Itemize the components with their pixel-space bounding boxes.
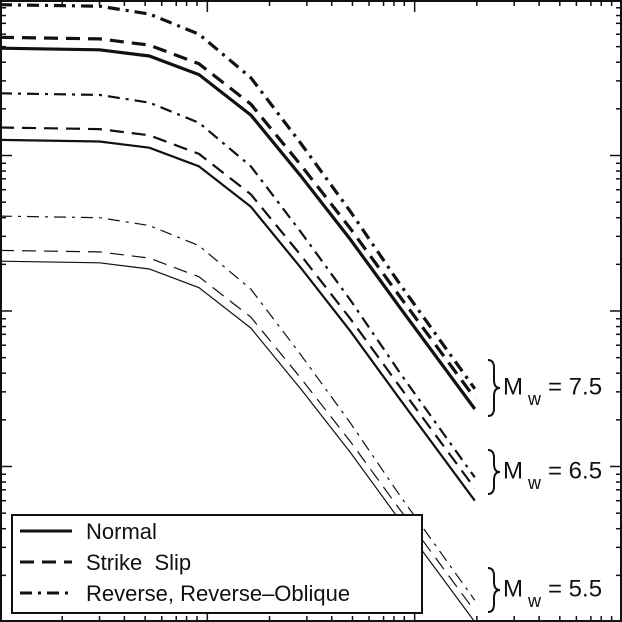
legend-box — [11, 514, 423, 614]
series-line — [0, 260, 476, 622]
brace — [487, 359, 501, 417]
annotation-text: = 7.5 — [548, 373, 602, 400]
series-line — [0, 35, 477, 400]
brace — [487, 449, 501, 495]
series-line — [0, 92, 476, 479]
legend-label: Strike Slip — [86, 550, 191, 575]
series-line — [0, 215, 476, 601]
series-line — [0, 249, 476, 612]
annotation-text: = 6.5 — [548, 457, 602, 484]
annotation-symbol: M — [503, 457, 523, 484]
series-line — [0, 126, 476, 489]
legend: Normal Strike Slip Reverse, Reverse–Obliqu… — [11, 514, 423, 614]
annotation-subscript: w — [527, 473, 542, 493]
annotation-text: = 5.5 — [548, 575, 602, 602]
annotation-symbol: M — [503, 373, 523, 400]
annotation-symbol: M — [503, 575, 523, 602]
annotation-subscript: w — [527, 389, 542, 409]
series-line — [0, 3, 477, 390]
legend-label: Normal — [86, 519, 157, 544]
annotation-subscript: w — [527, 591, 542, 611]
series-line — [0, 138, 476, 502]
series-line — [0, 46, 477, 410]
brace — [487, 567, 501, 613]
legend-label: Reverse, Reverse–Oblique — [86, 581, 350, 606]
